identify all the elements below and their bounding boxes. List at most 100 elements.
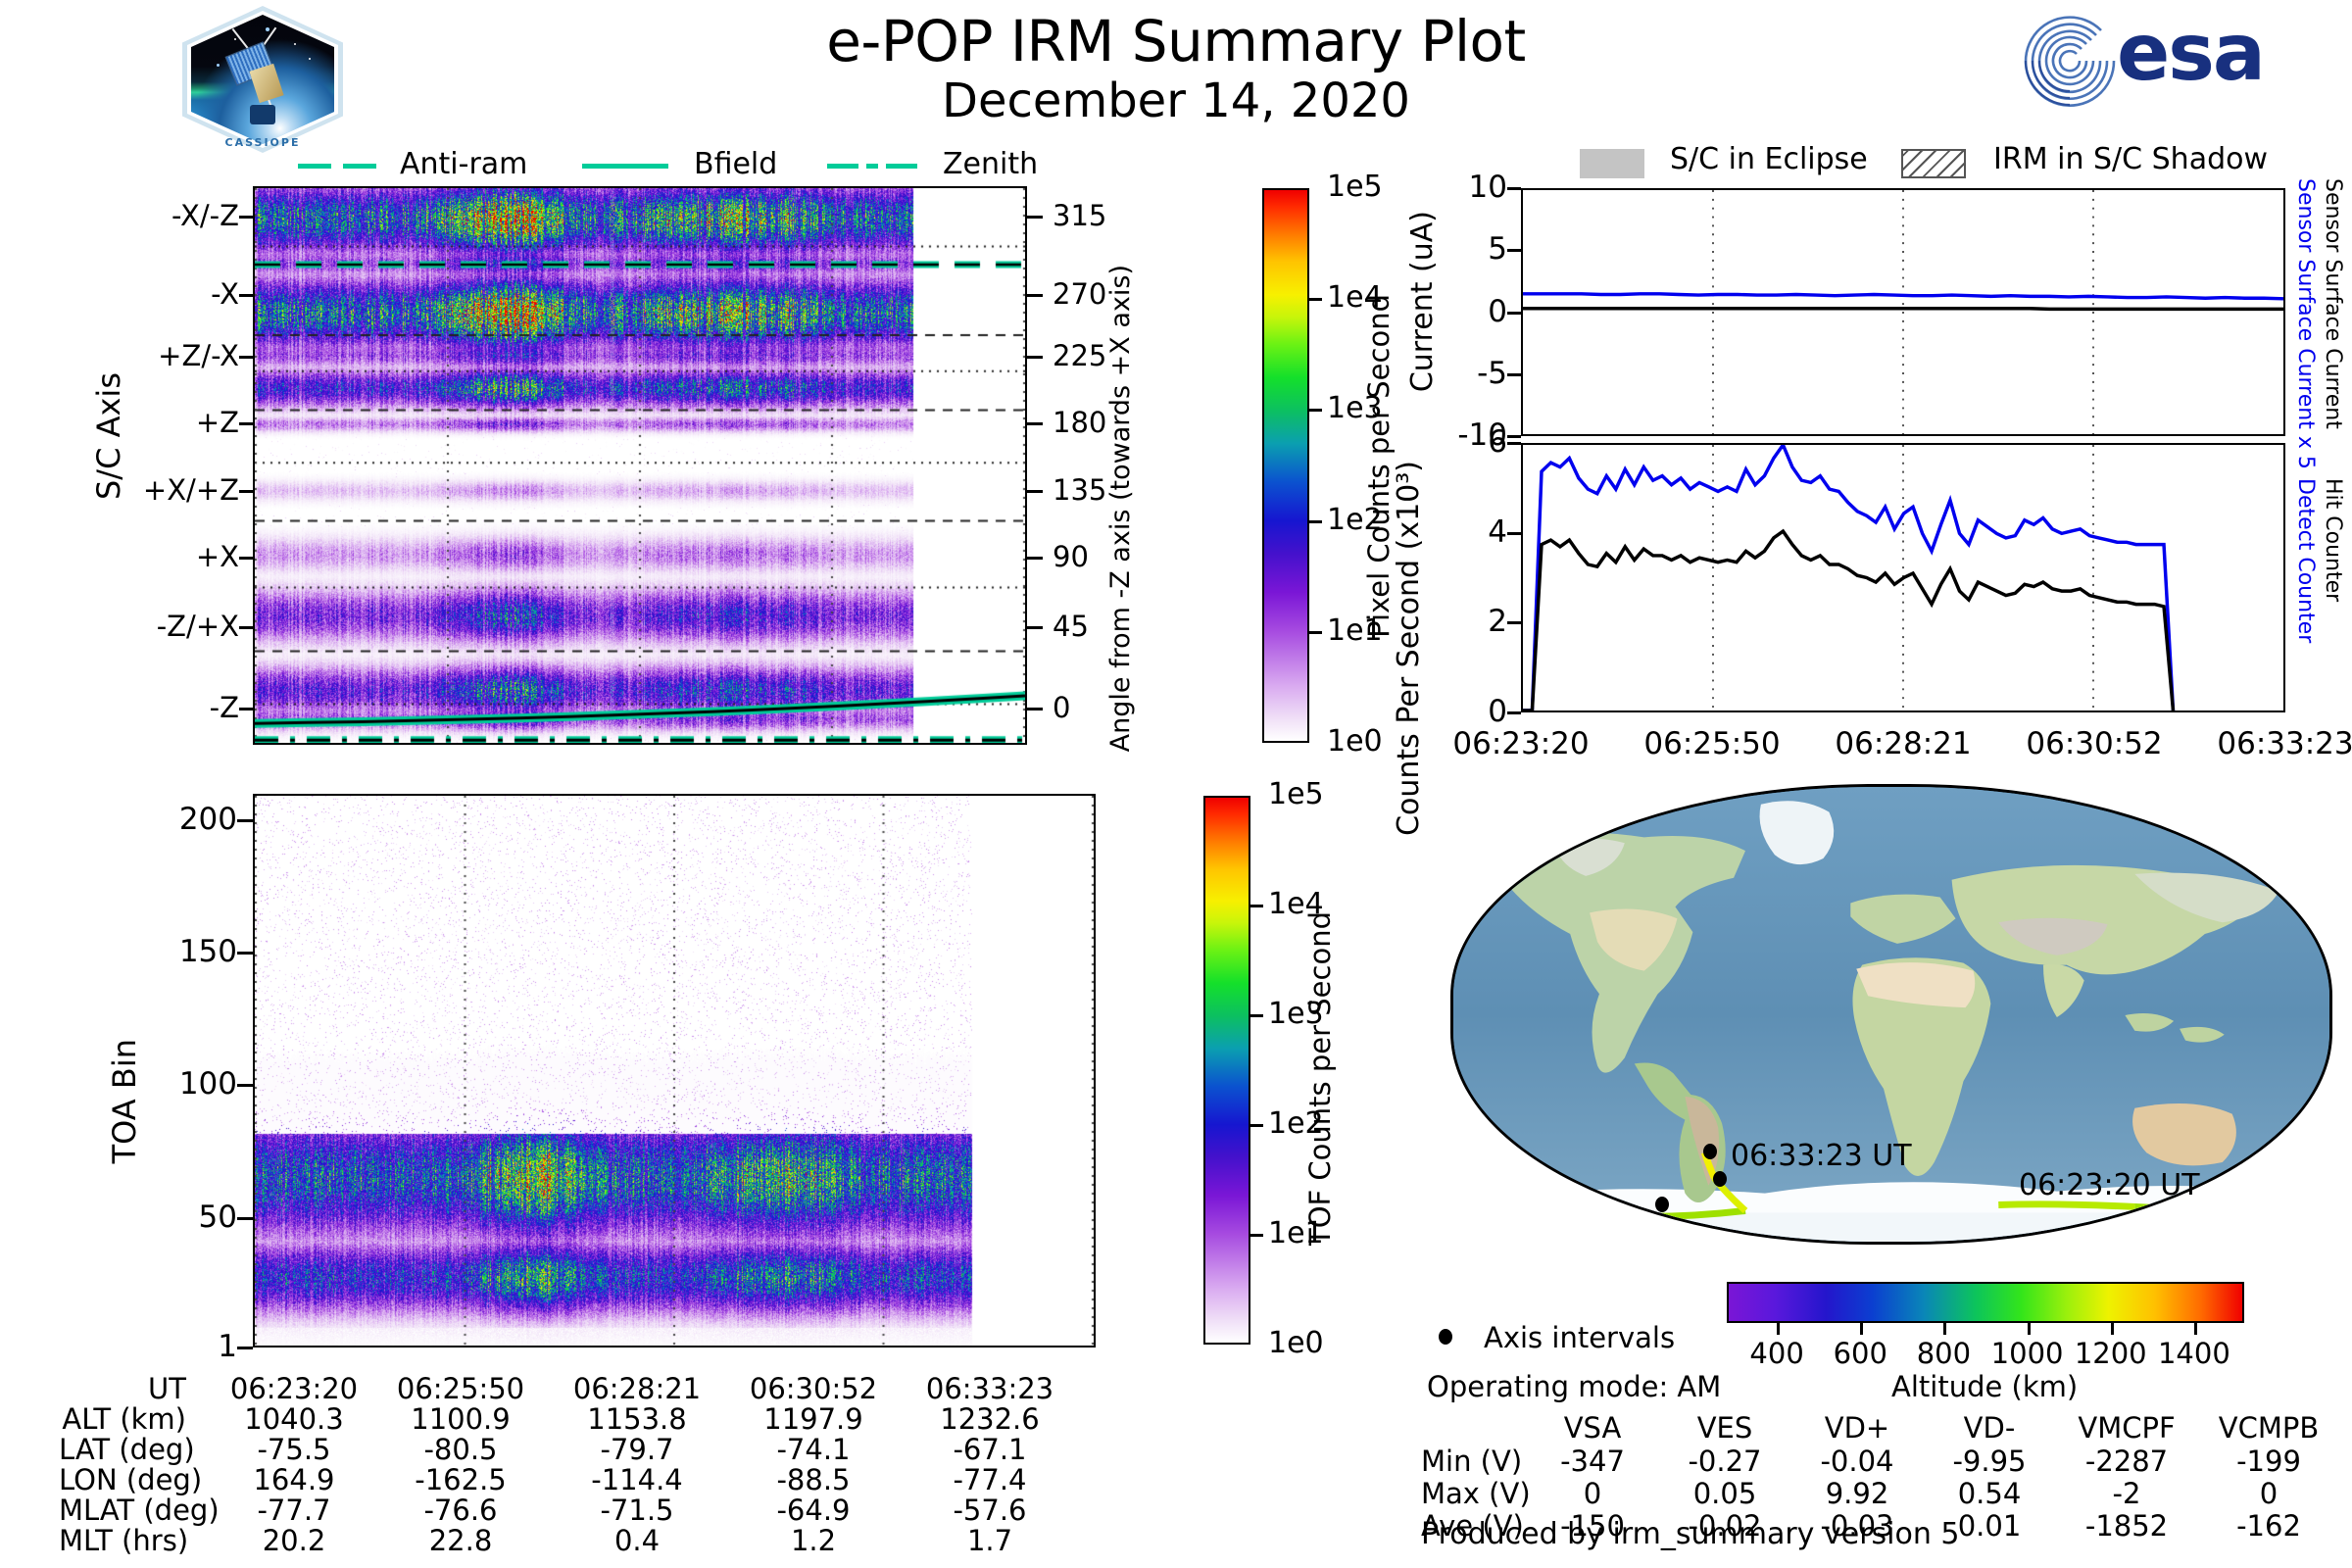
altitude-tick-4 bbox=[2110, 1323, 2114, 1335]
map-marker-legend: Axis intervals bbox=[1431, 1321, 1842, 1360]
voltage-cell-2-5: -162 bbox=[2236, 1509, 2301, 1543]
sc-axis-ytick-5: +X bbox=[195, 540, 239, 574]
voltage-col-header-3: VD- bbox=[1963, 1411, 2016, 1445]
sc-axis-right-ytick-1: 270 bbox=[1053, 277, 1107, 312]
ephemeris-cell-5-0: 20.2 bbox=[262, 1524, 326, 1557]
sc-axis-ytick-mark-4 bbox=[239, 489, 253, 493]
sc-axis-ytick-4: +X/+Z bbox=[142, 472, 239, 507]
dot-icon bbox=[1439, 1329, 1452, 1345]
legend-bfield: Bfield bbox=[578, 147, 872, 188]
ephemeris-cell-0-4: 06:33:23 bbox=[925, 1372, 1054, 1405]
ephemeris-cell-3-3: -88.5 bbox=[776, 1463, 851, 1496]
voltage-cell-0-0: -347 bbox=[1560, 1445, 1625, 1478]
sc-axis-ytick-mark-3 bbox=[239, 422, 253, 426]
ephemeris-cell-3-1: -162.5 bbox=[415, 1463, 507, 1496]
sc-axis-right-tick-mark-4 bbox=[1027, 489, 1043, 493]
sc-axis-right-ylabel: Angle from -Z axis (towards +X axis) bbox=[1105, 265, 1136, 753]
sc-axis-right-tick-mark-6 bbox=[1027, 626, 1043, 630]
voltage-cell-1-5: 0 bbox=[2259, 1477, 2278, 1510]
ephemeris-row-label-0: UT bbox=[148, 1372, 186, 1405]
sc-axis-spectrogram[interactable] bbox=[253, 186, 1027, 745]
ephemeris-cell-4-3: -64.9 bbox=[776, 1494, 851, 1527]
voltage-cell-0-4: -2287 bbox=[2084, 1445, 2169, 1478]
cassiope-logo-wordmark: CASSIOPE bbox=[224, 136, 301, 149]
operating-mode: Operating mode: AM bbox=[1427, 1370, 1722, 1403]
ephemeris-row-label-3: LON (deg) bbox=[59, 1463, 203, 1496]
toa-ytick-3: 50 bbox=[198, 1199, 237, 1235]
sc-axis-right-ytick-3: 180 bbox=[1053, 406, 1107, 440]
altitude-tick-label-1: 600 bbox=[1833, 1337, 1887, 1370]
altitude-tick-0 bbox=[1777, 1323, 1781, 1335]
voltage-cell-2-3: 0.01 bbox=[1957, 1509, 2022, 1543]
voltage-cell-0-1: -0.27 bbox=[1688, 1445, 1762, 1478]
voltage-cell-1-0: 0 bbox=[1583, 1477, 1602, 1510]
toa-ytick-mark-3 bbox=[237, 1216, 253, 1220]
ephemeris-cell-4-2: -71.5 bbox=[600, 1494, 674, 1527]
current-ytick-mark-0 bbox=[1507, 187, 1521, 190]
toa-ytick-mark-2 bbox=[237, 1084, 253, 1088]
sc-axis-ytick-mark-5 bbox=[239, 557, 253, 561]
track-marker bbox=[1702, 1144, 1717, 1160]
pixel-cbar-tick-1 bbox=[1309, 298, 1322, 302]
sc-axis-ytick-0: -X/-Z bbox=[172, 199, 239, 233]
cassiope-logo: CASSIOPE bbox=[182, 6, 343, 153]
legend-label-zenith: Zenith bbox=[943, 147, 1039, 181]
toa-ytick-mark-1 bbox=[237, 952, 253, 956]
ephemeris-cell-5-1: 22.8 bbox=[428, 1524, 493, 1557]
voltage-cell-2-2: -0.03 bbox=[1820, 1509, 1894, 1543]
current-ytick-mark-2 bbox=[1507, 311, 1521, 315]
altitude-tick-label-5: 1400 bbox=[2157, 1337, 2230, 1370]
sc-axis-right-ytick-7: 0 bbox=[1053, 690, 1071, 724]
ephemeris-cell-3-2: -114.4 bbox=[591, 1463, 683, 1496]
voltage-col-header-5: VCMPB bbox=[2218, 1411, 2320, 1445]
ephemeris-cell-1-2: 1153.8 bbox=[587, 1402, 687, 1436]
voltage-cell-2-0: -150 bbox=[1560, 1509, 1625, 1543]
counts-ytick-0: 6 bbox=[1488, 424, 1507, 460]
ephemeris-cell-1-1: 1100.9 bbox=[411, 1402, 511, 1436]
pixel-cbar-label-5: 1e0 bbox=[1327, 724, 1383, 759]
tof-cbar-tick-1 bbox=[1250, 905, 1263, 907]
counts-xtick-2: 06:28:21 bbox=[1835, 726, 1972, 761]
toa-bin-spectrogram[interactable] bbox=[253, 794, 1096, 1348]
ephemeris-cell-0-0: 06:23:20 bbox=[229, 1372, 359, 1405]
right-label-sensor-current-x5: Sensor Surface Current x 5 bbox=[2293, 178, 2318, 469]
tof-counts-colorbar bbox=[1203, 796, 1250, 1345]
ephemeris-row-label-1: ALT (km) bbox=[62, 1402, 186, 1436]
counts-xtick-4: 06:33:23 bbox=[2217, 726, 2352, 761]
current-ylabel: Current (uA) bbox=[1405, 211, 1440, 393]
voltage-cell-1-1: 0.05 bbox=[1692, 1477, 1757, 1510]
ephemeris-cell-2-4: -67.1 bbox=[953, 1433, 1027, 1466]
current-ytick-4: -10 bbox=[1457, 417, 1507, 453]
toa-ytick-mark-0 bbox=[237, 819, 253, 823]
ground-track-map[interactable]: 06:33:23 UT 06:23:20 UT bbox=[1450, 784, 2332, 1245]
altitude-tick-label-4: 1200 bbox=[2074, 1337, 2147, 1370]
voltage-cell-0-5: -199 bbox=[2236, 1445, 2301, 1478]
current-ytick-mark-3 bbox=[1507, 372, 1521, 376]
sensor-current-plot[interactable] bbox=[1521, 188, 2285, 436]
ephemeris-cell-3-4: -77.4 bbox=[953, 1463, 1027, 1496]
map-label-end-ut: 06:33:23 UT bbox=[1731, 1139, 1912, 1173]
counts-ylabel: Counts Per Second (x10³) bbox=[1392, 461, 1426, 836]
voltage-col-header-1: VES bbox=[1696, 1411, 1753, 1445]
ephemeris-cell-5-3: 1.2 bbox=[790, 1524, 837, 1557]
ephemeris-row-label-4: MLAT (deg) bbox=[59, 1494, 220, 1527]
pixel-counts-colorbar bbox=[1262, 188, 1309, 743]
ephemeris-row-label-5: MLT (hrs) bbox=[59, 1524, 189, 1557]
altitude-tick-label-3: 1000 bbox=[1990, 1337, 2064, 1370]
legend-label-anti-ram: Anti-ram bbox=[400, 147, 528, 181]
track-marker bbox=[1654, 1196, 1669, 1212]
tof-cbar-label-0: 1e5 bbox=[1268, 777, 1324, 811]
counts-ytick-2: 2 bbox=[1488, 604, 1507, 640]
pixel-cbar-tick-3 bbox=[1309, 519, 1322, 523]
legend-label-irm-shadow: IRM in S/C Shadow bbox=[1993, 142, 2269, 176]
voltage-cell-1-2: 9.92 bbox=[1825, 1477, 1889, 1510]
voltage-row-label-1: Max (V) bbox=[1421, 1477, 1531, 1510]
voltage-cell-2-1: -0.02 bbox=[1688, 1509, 1762, 1543]
voltage-table: VSA VES VD+ VD- VMCPF VCMPB Min (V) -347 -0.27 -0… bbox=[1421, 1411, 2352, 1543]
voltage-row-label-0: Min (V) bbox=[1421, 1445, 1523, 1478]
counts-ytick-mark-3 bbox=[1507, 711, 1521, 714]
altitude-tick-3 bbox=[2027, 1323, 2031, 1335]
counts-per-second-plot[interactable] bbox=[1521, 443, 2285, 712]
toa-ytick-4: 1 bbox=[218, 1329, 237, 1364]
map-marker-legend-label: Axis intervals bbox=[1484, 1321, 1676, 1354]
